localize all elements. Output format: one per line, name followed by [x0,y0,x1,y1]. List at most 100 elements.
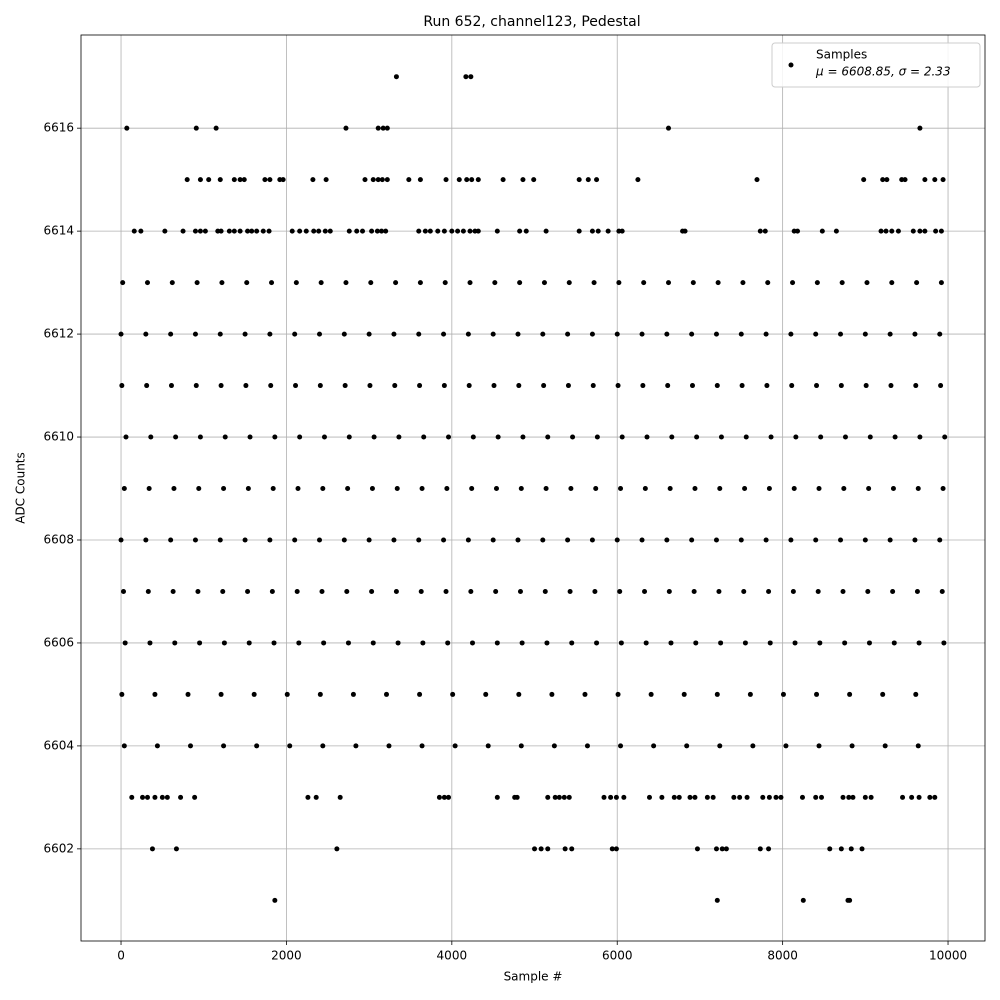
point [741,588,747,594]
point [327,228,333,234]
point [723,846,729,852]
point [767,640,773,646]
point [220,588,226,594]
point [383,228,389,234]
point [268,383,274,389]
point [601,794,607,800]
point [469,486,475,492]
point [833,228,839,234]
point [862,331,868,337]
point [305,794,311,800]
point [694,434,700,440]
point [197,434,203,440]
point [838,537,844,543]
point [909,794,915,800]
point [231,228,237,234]
point [317,383,323,389]
point [643,640,649,646]
point [840,588,846,594]
point [178,794,184,800]
point [170,588,176,594]
point [449,228,455,234]
point [766,794,772,800]
point [783,743,789,749]
point [342,383,348,389]
point [543,228,549,234]
point [742,640,748,646]
point [922,177,928,183]
point [561,794,567,800]
point [343,280,349,286]
point [942,434,948,440]
point [337,794,343,800]
point [816,743,822,749]
point [940,486,946,492]
point [245,228,251,234]
point [883,228,889,234]
point [814,383,820,389]
point [616,280,622,286]
point [441,794,447,800]
point [593,486,599,492]
point [368,280,374,286]
y-axis-label: ADC Counts [14,452,28,524]
point [890,588,896,594]
point [763,331,769,337]
point [154,743,160,749]
point [842,640,848,646]
point [520,177,526,183]
point [689,331,695,337]
point [914,588,920,594]
point [866,486,872,492]
point [814,280,820,286]
point [646,794,652,800]
point [343,125,349,131]
point [196,486,202,492]
point [590,383,596,389]
point [589,331,595,337]
point [543,486,549,492]
point [531,177,537,183]
point [455,228,461,234]
point [866,640,872,646]
point [710,794,716,800]
point [272,897,278,903]
point [143,331,149,337]
point [742,486,748,492]
point [790,280,796,286]
point [122,640,128,646]
point [146,486,152,492]
point [450,691,456,697]
point [838,383,844,389]
point [642,486,648,492]
point [667,486,673,492]
point [691,588,697,594]
point [892,434,898,440]
point [317,537,323,543]
point [370,177,376,183]
point [417,280,423,286]
point [490,537,496,543]
point [847,691,853,697]
point [272,434,278,440]
point [594,640,600,646]
point [570,434,576,440]
point [520,434,526,440]
point [937,537,943,543]
x-tick-label: 2000 [271,949,302,963]
x-tick-label: 10000 [929,949,967,963]
point [880,177,886,183]
point [435,228,441,234]
point [193,383,199,389]
point [245,486,251,492]
point [362,177,368,183]
point [715,280,721,286]
point [334,846,340,852]
point [576,228,582,234]
point [684,743,690,749]
point [938,228,944,234]
point [933,228,939,234]
point [394,486,400,492]
point [470,434,476,440]
